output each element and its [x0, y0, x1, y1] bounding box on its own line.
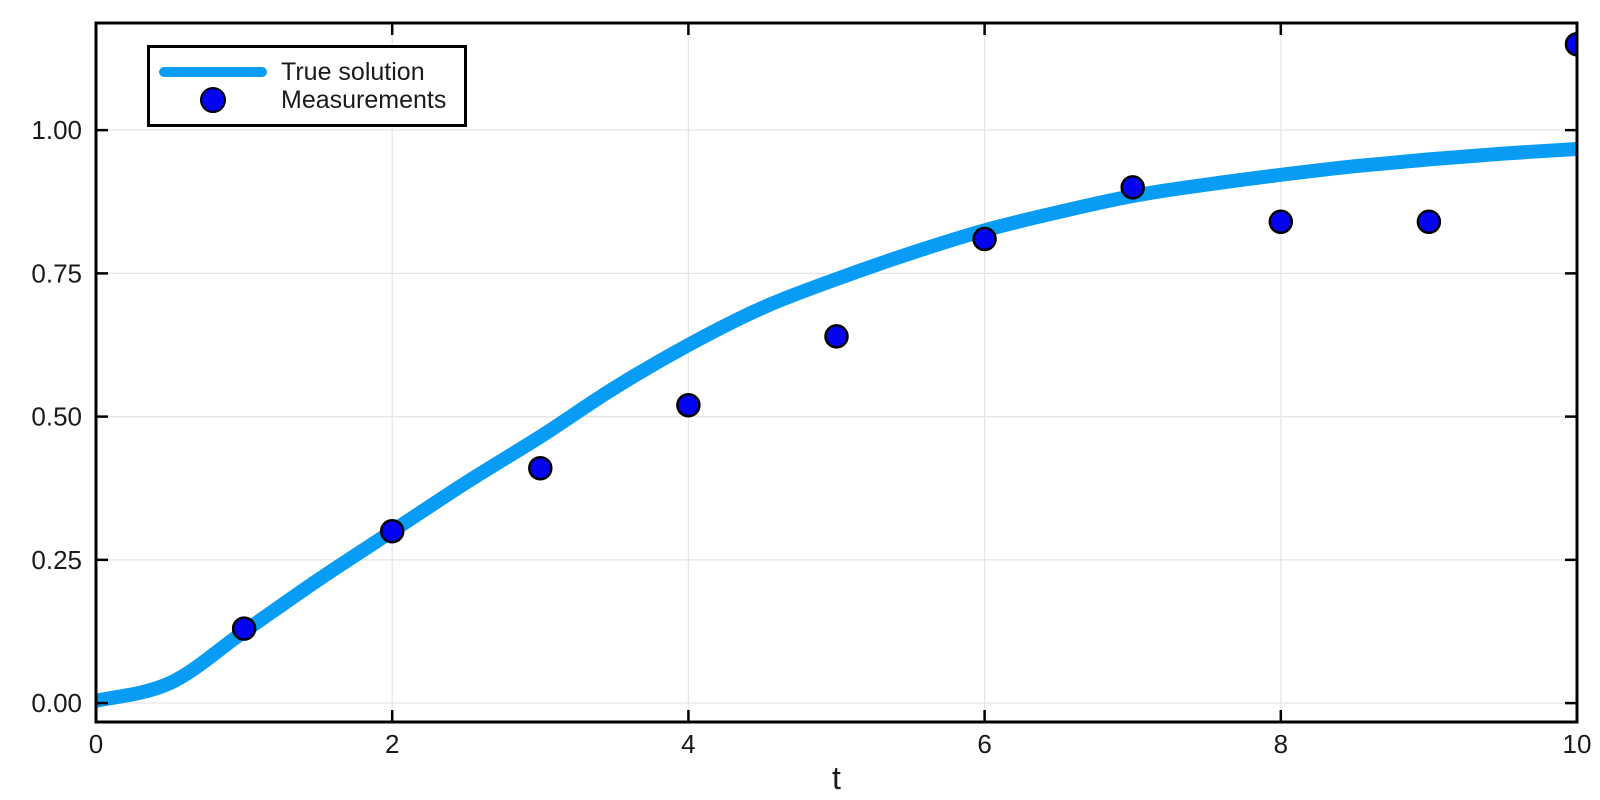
plot-frame: [94, 21, 1579, 724]
measurement-point: [676, 392, 701, 418]
legend-line-swatch: [159, 67, 267, 77]
y-tick-label: 1.00: [31, 115, 82, 145]
measurement-point: [1416, 209, 1442, 235]
y-tick-label: 0.50: [31, 402, 82, 432]
measurement-point: [528, 455, 553, 481]
x-tick-label: 2: [385, 729, 399, 759]
legend-swatch-cell: [159, 67, 267, 77]
gridlines: [96, 23, 1577, 722]
true-solution-line: [96, 142, 1577, 708]
legend-label: True solution: [281, 57, 425, 86]
x-tick-label: 4: [681, 729, 695, 759]
y-tick-label: 0.25: [31, 545, 82, 575]
legend-row: Measurements: [150, 86, 464, 114]
data-layer: [96, 31, 1577, 708]
legend: True solution Measurements: [147, 45, 467, 127]
legend-marker-swatch: [200, 87, 226, 113]
x-tick-label: 8: [1274, 729, 1288, 759]
measurement-point: [1120, 175, 1145, 200]
x-axis-label: t: [832, 760, 841, 796]
legend-swatch-cell: [159, 87, 267, 113]
measurement-point: [972, 226, 997, 252]
y-tick-label: 0.00: [31, 688, 82, 718]
tick-labels: 0 2 4 6 8 10 0.00 0.25 0.50 0.75 1.00: [31, 115, 1591, 759]
legend-label: Measurements: [281, 85, 447, 114]
measurement-point: [824, 324, 849, 349]
x-tick-label: 0: [89, 729, 103, 759]
y-tick-label: 0.75: [31, 258, 82, 288]
measurement-point: [379, 518, 405, 544]
measurement-point: [1564, 31, 1577, 57]
legend-row: True solution: [150, 58, 464, 86]
x-tick-label: 10: [1563, 729, 1592, 759]
x-tick-label: 6: [977, 729, 991, 759]
ticks: [94, 23, 1579, 722]
measurement-point: [231, 616, 257, 641]
measurement-point: [1268, 209, 1294, 235]
